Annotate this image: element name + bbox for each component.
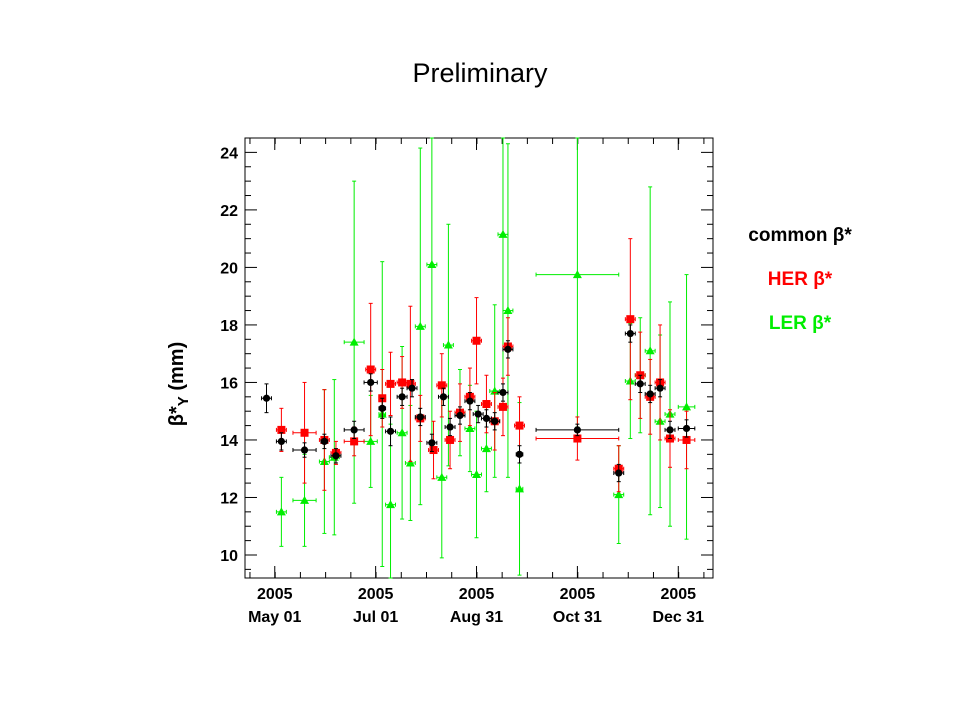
her-point [482,400,491,409]
ler-point [405,458,415,467]
x-tick-year: 2005 [358,586,394,603]
common-point [646,390,654,398]
common-point [350,426,358,434]
ler-point [437,472,447,481]
common-point [482,414,491,422]
chart-title: Preliminary [412,58,548,88]
common-point [446,423,454,431]
y-tick-label: 16 [220,375,238,392]
her-point [498,402,507,411]
her-point [515,421,524,430]
x-tick-date: Dec 31 [652,609,704,626]
y-tick-label: 12 [220,490,238,507]
common-point [474,410,482,418]
her-point [350,437,359,446]
common-point [515,450,524,458]
ler-point [276,507,286,516]
common-point [666,426,674,434]
ler-point [498,229,508,238]
common-point [504,345,512,353]
legend: common β* HER β* LER β* [700,222,900,354]
common-point [320,437,328,445]
y-tick-label: 20 [220,260,238,277]
plot-frame [244,137,714,579]
x-tick-year: 2005 [459,586,495,603]
her-point [626,315,635,324]
common-point [456,411,464,420]
legend-her: HER β* [767,269,833,290]
ler-point [397,428,407,437]
ler-point [645,346,655,355]
x-tick-date: Jul 01 [353,609,398,626]
common-point [262,394,271,402]
x-tick-date: Aug 31 [450,609,503,626]
her-point [437,381,446,390]
common-point [499,388,507,397]
ler-point [300,495,310,504]
ler-point [572,270,582,279]
x-tick-year: 2005 [257,586,293,603]
common-point [615,469,623,477]
ler-point [682,402,692,411]
x-tick-date: May 01 [248,609,301,626]
x-tick-year: 2005 [560,586,596,603]
common-point [573,426,581,434]
common-point [408,384,416,392]
her-point [300,428,309,437]
ler-point [472,469,482,478]
common-point [378,404,386,412]
her-point [429,446,438,455]
her-point [398,378,407,387]
her-point [406,379,415,388]
common-point [367,378,375,387]
ler-point [490,386,500,395]
common-point [398,393,406,401]
common-point [682,424,691,433]
common-point [636,380,644,388]
ler-point [515,484,525,493]
y-tick-label: 10 [220,548,238,565]
common-point [439,393,448,401]
ler-point [503,306,513,315]
y-tick-label: 22 [220,203,238,220]
ler-point [366,436,376,445]
common-point [428,439,436,447]
common-point [332,452,340,460]
ler-point [614,490,624,499]
y-tick-label: 14 [220,433,238,450]
y-tick-label: 18 [220,318,238,335]
her-point [366,365,375,374]
ler-point [386,500,396,509]
legend-ler: LER β* [768,313,832,334]
legend-common: common β* [748,225,852,246]
x-tick-year: 2005 [660,586,696,603]
ler-point [465,423,475,432]
her-point [472,336,481,345]
common-point [656,384,664,392]
y-tick-label: 24 [220,145,238,162]
common-point [386,427,395,435]
ler-point [349,337,359,346]
ler-point [415,321,425,330]
her-point [573,434,582,443]
her-point [386,379,395,388]
her-point [446,435,455,444]
x-tick-date: Oct 31 [553,609,602,626]
her-point [682,435,691,444]
common-point [300,446,309,454]
common-point [466,397,474,405]
ler-point [481,444,491,453]
common-point [416,413,424,421]
common-point [626,329,634,338]
common-point [277,437,285,445]
ler-point [443,340,453,349]
her-point [277,425,286,434]
common-point [491,417,499,425]
ler-point [427,260,437,269]
